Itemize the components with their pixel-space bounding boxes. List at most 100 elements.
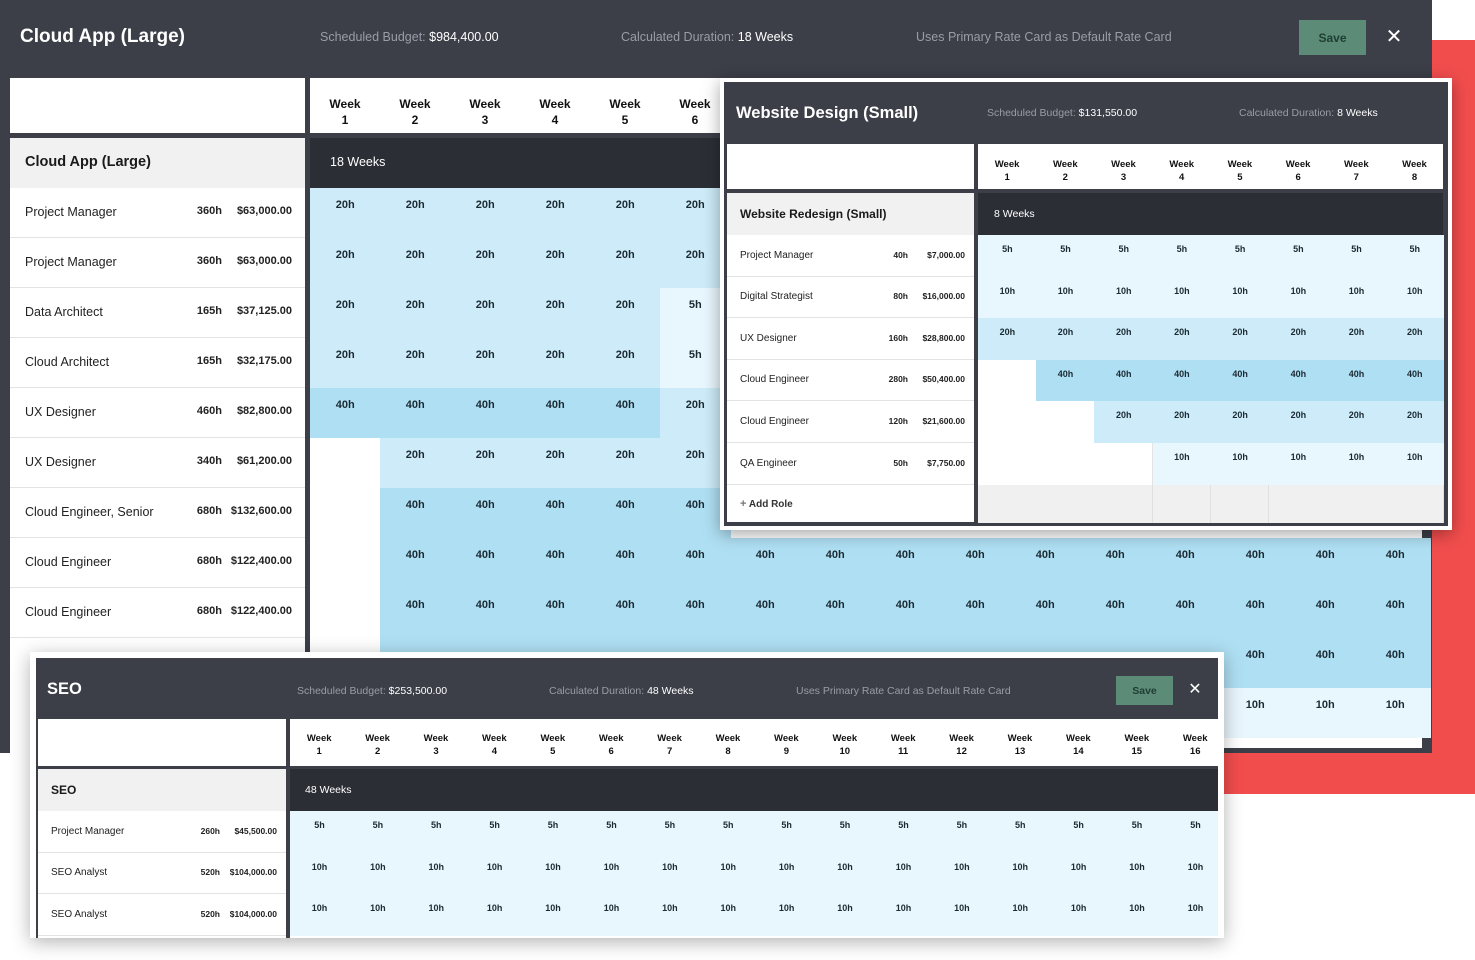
allocation-cell[interactable]: 10h bbox=[874, 852, 933, 895]
allocation-cell[interactable]: 20h bbox=[520, 338, 591, 388]
role-row[interactable]: SEO Analyst 520h $104,000.00 bbox=[38, 894, 286, 936]
allocation-cell[interactable]: 20h bbox=[1269, 318, 1328, 360]
allocation-cell[interactable]: 10h bbox=[990, 894, 1050, 936]
allocation-cell[interactable]: 40h bbox=[1360, 538, 1431, 588]
allocation-cell[interactable]: 20h bbox=[450, 338, 521, 388]
allocation-cell[interactable]: 20h bbox=[590, 338, 661, 388]
allocation-cell[interactable]: 20h bbox=[660, 188, 731, 238]
allocation-cell[interactable]: 20h bbox=[1152, 401, 1212, 443]
allocation-cell[interactable]: 40h bbox=[450, 588, 521, 638]
allocation-cell[interactable] bbox=[310, 438, 381, 488]
allocation-cell[interactable]: 5h bbox=[640, 811, 700, 853]
allocation-cell[interactable]: 40h bbox=[450, 388, 521, 438]
allocation-cell[interactable]: 10h bbox=[348, 852, 408, 895]
allocation-cell[interactable]: 5h bbox=[1107, 811, 1167, 853]
allocation-cell[interactable]: 5h bbox=[874, 811, 933, 853]
allocation-cell[interactable]: 40h bbox=[870, 538, 941, 588]
allocation-cell[interactable]: 10h bbox=[1290, 688, 1361, 738]
allocation-cell[interactable]: 40h bbox=[1010, 588, 1081, 638]
allocation-cell[interactable]: 40h bbox=[1220, 588, 1291, 638]
allocation-cell[interactable]: 20h bbox=[520, 438, 591, 488]
allocation-cell[interactable]: 40h bbox=[1290, 538, 1361, 588]
empty-cell[interactable] bbox=[978, 484, 1037, 523]
role-row[interactable]: Cloud Engineer 280h $50,400.00 bbox=[727, 359, 974, 402]
allocation-cell[interactable]: 10h bbox=[1036, 276, 1095, 319]
role-row[interactable]: SEO Analyst 520h $104,000.00 bbox=[38, 852, 286, 895]
allocation-cell[interactable]: 40h bbox=[1150, 538, 1221, 588]
allocation-cell[interactable]: 20h bbox=[310, 188, 381, 238]
allocation-cell[interactable]: 40h bbox=[1290, 638, 1361, 688]
allocation-cell[interactable]: 20h bbox=[1327, 401, 1386, 443]
allocation-cell[interactable]: 40h bbox=[730, 588, 801, 638]
allocation-cell[interactable]: 10h bbox=[465, 894, 525, 936]
allocation-cell[interactable]: 10h bbox=[1107, 852, 1167, 895]
allocation-cell[interactable]: 5h bbox=[290, 811, 349, 853]
allocation-cell[interactable]: 20h bbox=[380, 238, 451, 288]
allocation-cell[interactable]: 10h bbox=[815, 894, 875, 936]
allocation-cell[interactable]: 10h bbox=[1360, 688, 1431, 738]
allocation-cell[interactable]: 40h bbox=[1290, 588, 1361, 638]
allocation-cell[interactable]: 40h bbox=[1269, 359, 1328, 402]
allocation-cell[interactable]: 40h bbox=[660, 538, 731, 588]
allocation-cell[interactable]: 40h bbox=[1385, 359, 1445, 402]
allocation-cell[interactable]: 5h bbox=[1385, 235, 1445, 277]
allocation-cell[interactable]: 5h bbox=[523, 811, 583, 853]
role-row[interactable]: UX Designer 460h $82,800.00 bbox=[10, 388, 305, 438]
allocation-cell[interactable]: 10h bbox=[640, 852, 700, 895]
role-row[interactable]: Data Architect 165h $37,125.00 bbox=[10, 288, 305, 338]
allocation-cell[interactable] bbox=[1036, 401, 1095, 443]
allocation-cell[interactable]: 20h bbox=[1152, 318, 1212, 360]
allocation-cell[interactable]: 40h bbox=[940, 538, 1011, 588]
allocation-cell[interactable]: 20h bbox=[450, 288, 521, 338]
allocation-cell[interactable]: 10h bbox=[698, 894, 758, 936]
allocation-cell[interactable]: 10h bbox=[1220, 688, 1291, 738]
allocation-cell[interactable]: 20h bbox=[590, 188, 661, 238]
role-row[interactable]: Cloud Architect 165h $32,175.00 bbox=[10, 338, 305, 388]
allocation-cell[interactable]: 20h bbox=[590, 438, 661, 488]
allocation-cell[interactable]: 20h bbox=[978, 318, 1037, 360]
allocation-cell[interactable]: 40h bbox=[450, 488, 521, 538]
allocation-cell[interactable]: 10h bbox=[757, 894, 817, 936]
allocation-cell[interactable]: 10h bbox=[523, 894, 583, 936]
allocation-cell[interactable]: 40h bbox=[660, 488, 731, 538]
allocation-cell[interactable]: 10h bbox=[406, 894, 466, 936]
allocation-cell[interactable]: 40h bbox=[310, 388, 381, 438]
allocation-cell[interactable]: 20h bbox=[1094, 401, 1154, 443]
allocation-cell[interactable]: 10h bbox=[582, 852, 641, 895]
allocation-cell[interactable]: 5h bbox=[1152, 235, 1212, 277]
allocation-cell[interactable]: 5h bbox=[582, 811, 641, 853]
allocation-cell[interactable]: 20h bbox=[520, 238, 591, 288]
allocation-cell[interactable]: 40h bbox=[1327, 359, 1386, 402]
allocation-cell[interactable]: 20h bbox=[380, 288, 451, 338]
allocation-cell[interactable]: 5h bbox=[660, 338, 731, 388]
allocation-cell[interactable]: 20h bbox=[450, 438, 521, 488]
allocation-cell[interactable]: 40h bbox=[520, 538, 591, 588]
allocation-cell[interactable]: 40h bbox=[590, 538, 661, 588]
allocation-cell[interactable]: 5h bbox=[1094, 235, 1154, 277]
allocation-cell[interactable]: 40h bbox=[940, 588, 1011, 638]
allocation-cell[interactable]: 10h bbox=[523, 852, 583, 895]
allocation-cell[interactable]: 10h bbox=[1049, 852, 1109, 895]
close-icon[interactable]: ✕ bbox=[1188, 681, 1202, 698]
allocation-cell[interactable]: 10h bbox=[1327, 276, 1386, 319]
allocation-cell[interactable]: 40h bbox=[1220, 538, 1291, 588]
empty-cell[interactable] bbox=[1210, 484, 1270, 523]
allocation-cell[interactable]: 10h bbox=[1152, 443, 1212, 485]
allocation-cell[interactable]: 20h bbox=[590, 238, 661, 288]
allocation-cell[interactable]: 20h bbox=[1036, 318, 1095, 360]
allocation-cell[interactable]: 10h bbox=[932, 852, 992, 895]
allocation-cell[interactable]: 10h bbox=[1210, 443, 1270, 485]
allocation-cell[interactable]: 5h bbox=[978, 235, 1037, 277]
allocation-cell[interactable]: 5h bbox=[1269, 235, 1328, 277]
allocation-cell[interactable]: 20h bbox=[660, 238, 731, 288]
allocation-cell[interactable]: 5h bbox=[1036, 235, 1095, 277]
allocation-cell[interactable] bbox=[978, 359, 1037, 402]
allocation-cell[interactable]: 40h bbox=[380, 488, 451, 538]
allocation-cell[interactable]: 10h bbox=[1107, 894, 1167, 936]
save-button[interactable]: Save bbox=[1116, 676, 1173, 705]
allocation-cell[interactable]: 10h bbox=[348, 894, 408, 936]
allocation-cell[interactable]: 40h bbox=[800, 588, 871, 638]
allocation-cell[interactable]: 10h bbox=[698, 852, 758, 895]
role-row[interactable]: Project Manager 40h $7,000.00 bbox=[727, 235, 974, 277]
allocation-cell[interactable]: 10h bbox=[1166, 852, 1218, 895]
